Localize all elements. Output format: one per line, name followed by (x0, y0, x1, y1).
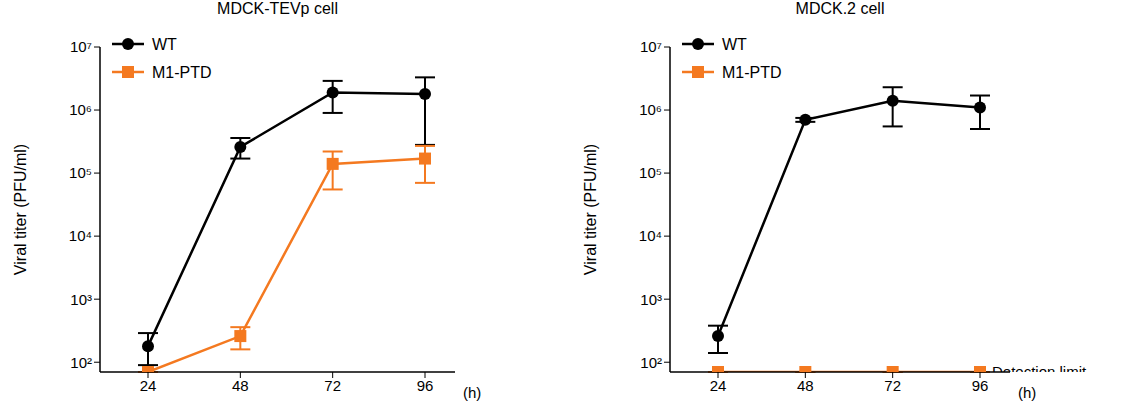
svg-text:24: 24 (140, 377, 157, 394)
html-text:(h): (h) (463, 384, 482, 401)
svg-text:Viral titer (PFU/ml): Viral titer (PFU/ml) (12, 144, 29, 275)
html-text:MDCK-TEVp cell: MDCK-TEVp cell (217, 0, 338, 17)
svg-text:Viral titer (PFU/ml): Viral titer (PFU/ml) (582, 144, 599, 275)
svg-text:96: 96 (417, 377, 434, 394)
svg-text:M1-PTD: M1-PTD (152, 64, 212, 81)
svg-text:WT: WT (722, 36, 747, 53)
svg-text:10⁷: 10⁷ (70, 38, 92, 55)
svg-text:10⁶: 10⁶ (69, 101, 92, 118)
svg-text:M1-PTD: M1-PTD (722, 64, 782, 81)
svg-text:10⁵: 10⁵ (69, 164, 92, 181)
html-text:MDCK.2 cell: MDCK.2 cell (795, 0, 885, 17)
svg-text:10³: 10³ (640, 291, 662, 308)
svg-text:10²: 10² (640, 354, 662, 371)
svg-text:48: 48 (232, 377, 249, 394)
svg-text:Detection limit: Detection limit (992, 363, 1087, 372)
svg-text:48: 48 (797, 377, 814, 394)
svg-text:10²: 10² (70, 354, 92, 371)
svg-text:72: 72 (324, 377, 341, 394)
svg-text:WT: WT (152, 36, 177, 53)
svg-text:10⁴: 10⁴ (639, 227, 662, 244)
svg-text:10⁶: 10⁶ (639, 101, 662, 118)
svg-text:10⁷: 10⁷ (640, 38, 662, 55)
html-text:(h): (h) (1018, 384, 1037, 401)
svg-text:96: 96 (972, 377, 989, 394)
svg-text:10⁵: 10⁵ (639, 164, 662, 181)
svg-text:72: 72 (884, 377, 901, 394)
svg-text:10⁴: 10⁴ (69, 227, 92, 244)
svg-text:10³: 10³ (70, 291, 92, 308)
svg-text:24: 24 (710, 377, 727, 394)
